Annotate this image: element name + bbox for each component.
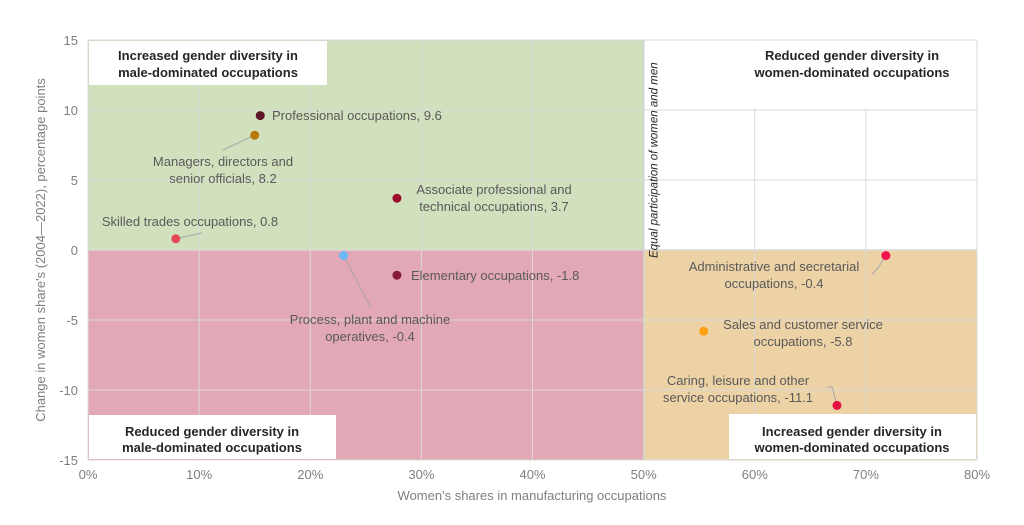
y-tick-label: 10 (64, 103, 78, 118)
data-points (171, 111, 891, 410)
x-tick-label: 60% (742, 467, 768, 482)
x-axis-ticks: 0% 10% 20% 30% 40% 50% 60% 70% 80% (79, 467, 991, 482)
quadrant-label: Increased gender diversity in (762, 424, 942, 439)
point-labels: Professional occupations, 9.6 Managers, d… (102, 108, 883, 405)
data-label: Skilled trades occupations, 0.8 (102, 214, 278, 229)
equal-participation-label: Equal participation of women and men (649, 62, 661, 258)
data-label: Administrative and secretarial (689, 259, 860, 274)
equal-participation-line: Equal participation of women and men (642, 40, 661, 460)
leader-line (871, 255, 887, 275)
x-tick-label: 10% (186, 467, 212, 482)
quadrant-label: women-dominated occupations (753, 65, 949, 80)
data-label: operatives, -0.4 (325, 329, 415, 344)
data-label: Process, plant and machine (290, 312, 450, 327)
quadrant-label: Reduced gender diversity in (125, 424, 299, 439)
y-axis-title: Change in women share's (2004—2022), per… (33, 78, 48, 422)
x-tick-label: 40% (519, 467, 545, 482)
y-tick-label: 5 (71, 173, 78, 188)
x-tick-label: 70% (853, 467, 879, 482)
data-label: occupations, -0.4 (724, 276, 823, 291)
x-tick-label: 0% (79, 467, 98, 482)
data-point (339, 251, 349, 261)
data-point (881, 251, 891, 261)
data-point (171, 234, 181, 244)
data-label: Elementary occupations, -1.8 (411, 268, 579, 283)
quadrant-label: Reduced gender diversity in (765, 48, 939, 63)
data-label: senior officials, 8.2 (169, 171, 276, 186)
data-point (699, 326, 709, 336)
data-label: occupations, -5.8 (753, 334, 852, 349)
quadrant-label-box (89, 41, 327, 85)
leader-line (222, 134, 255, 151)
data-point (392, 270, 402, 280)
plot-border (87, 39, 978, 461)
quadrant-label-box (651, 41, 976, 109)
data-point (250, 130, 260, 140)
x-tick-label: 30% (408, 467, 434, 482)
data-point (255, 111, 265, 121)
y-tick-label: -15 (59, 453, 78, 468)
data-label: Associate professional and (416, 182, 571, 197)
quadrant-label: Increased gender diversity in (118, 48, 298, 63)
leader-lines (175, 134, 887, 406)
quadrant-label: male-dominated occupations (122, 440, 302, 455)
data-point (392, 193, 402, 203)
leader-line (343, 255, 372, 309)
data-point (832, 400, 842, 410)
data-label: Sales and customer service (723, 317, 883, 332)
quadrant-labels: Increased gender diversity in male-domina… (89, 41, 976, 459)
quadrant-label-box (729, 414, 976, 459)
data-label: Caring, leisure and other (667, 373, 810, 388)
y-tick-label: -5 (66, 313, 78, 328)
data-label: service occupations, -11.1 (663, 390, 813, 405)
x-axis-title: Women's shares in manufacturing occupati… (398, 488, 667, 503)
x-tick-label: 80% (964, 467, 990, 482)
y-tick-label: 0 (71, 243, 78, 258)
data-label: technical occupations, 3.7 (419, 199, 569, 214)
data-label: Professional occupations, 9.6 (272, 108, 442, 123)
y-axis-ticks: 15 10 5 0 -5 -10 -15 (59, 33, 78, 468)
data-label: Managers, directors and (153, 154, 293, 169)
leader-line (827, 386, 838, 406)
y-tick-label: -10 (59, 383, 78, 398)
x-tick-label: 20% (297, 467, 323, 482)
quadrant-label: male-dominated occupations (118, 65, 298, 80)
quadrant-label: women-dominated occupations (753, 440, 949, 455)
x-tick-label: 50% (631, 467, 657, 482)
quadrant-label-box (89, 415, 336, 459)
y-tick-label: 15 (64, 33, 78, 48)
